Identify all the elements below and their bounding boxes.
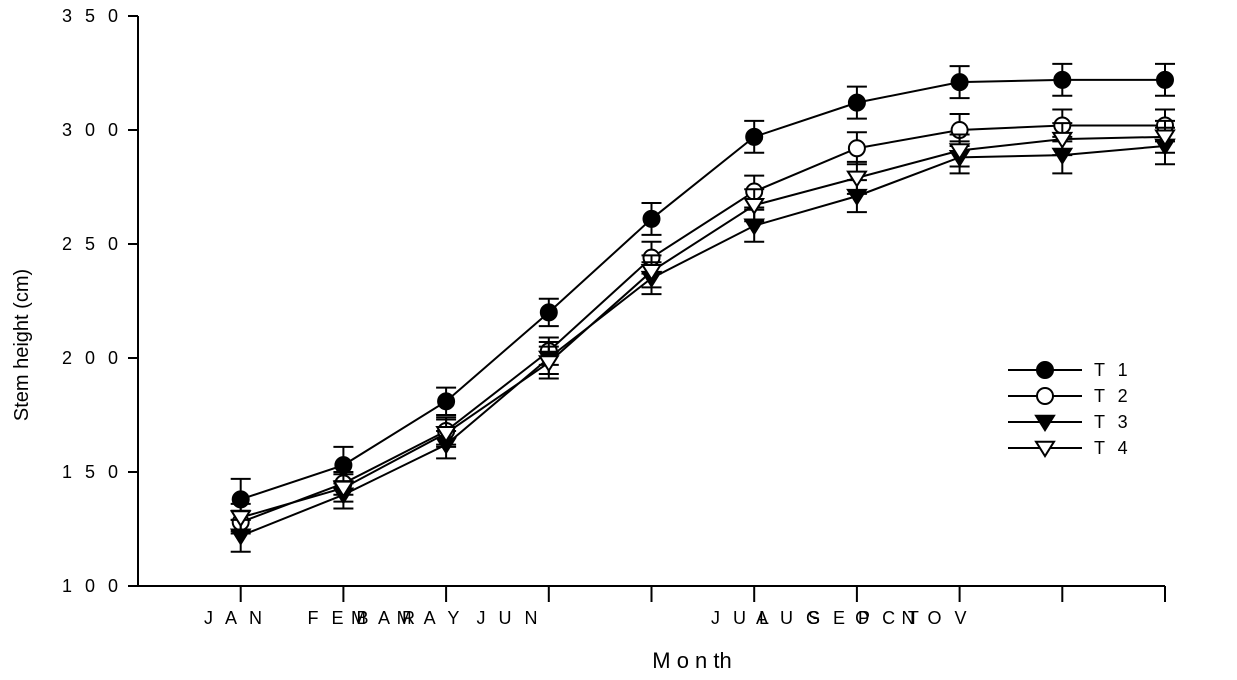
legend-marker xyxy=(1036,387,1054,405)
data-point xyxy=(642,209,661,228)
x-tick-label: J U N xyxy=(477,608,542,628)
y-ticks: 1 0 0 1 5 0 2 0 0 2 5 0 3 0 0 3 5 0 xyxy=(62,6,138,596)
series-line xyxy=(240,124,1165,524)
data-point xyxy=(332,480,355,498)
y-tick-label: 1 0 0 xyxy=(62,576,122,596)
x-tick-label: J U L xyxy=(711,608,773,628)
series-1 xyxy=(230,62,1175,521)
data-point xyxy=(745,127,764,146)
data-point xyxy=(847,93,866,112)
legend-label: T 1 xyxy=(1094,360,1132,380)
x-tick-label: S E P xyxy=(808,608,874,628)
data-point xyxy=(1053,70,1072,89)
legend-label: T 3 xyxy=(1094,412,1132,432)
legend-entry: T 1 xyxy=(1008,360,1132,380)
data-point xyxy=(229,510,252,528)
legend-entry: T 3 xyxy=(1008,412,1132,432)
data-point xyxy=(539,303,558,322)
legend-entry: T 4 xyxy=(1008,438,1132,458)
x-tick-label: M A R xyxy=(351,608,419,628)
series-line xyxy=(240,135,1166,519)
y-tick-label: 2 0 0 xyxy=(62,348,122,368)
data-point xyxy=(334,456,353,475)
x-tick-label: A U G xyxy=(756,608,824,628)
x-tick-label: N O V xyxy=(901,608,970,628)
series-line xyxy=(240,144,1166,537)
data-point xyxy=(437,392,456,411)
series-2 xyxy=(230,108,1175,535)
data-point xyxy=(847,139,866,158)
x-tick-label: J A N xyxy=(204,608,266,628)
x-ticks: J A N F E BM A RM A Y J U N J U LA U GS E P… xyxy=(204,586,1166,628)
x-tick-label: F E B xyxy=(307,608,372,628)
axes xyxy=(137,16,1165,587)
series-line xyxy=(240,78,1165,501)
data-point xyxy=(950,73,969,92)
legend-label: T 2 xyxy=(1094,386,1132,406)
y-axis-title: Stem height (cm) xyxy=(11,269,33,421)
x-tick-label: O C T xyxy=(855,608,923,628)
data-point xyxy=(435,425,457,444)
y-tick-label: 1 5 0 xyxy=(62,462,122,482)
legend: T 1 T 2 T 3 T 4 xyxy=(1008,360,1132,458)
legend-marker xyxy=(1036,361,1054,379)
data-point xyxy=(743,197,766,216)
x-axis-title: M o n th xyxy=(652,648,731,673)
legend-marker xyxy=(1034,414,1056,432)
series-layer xyxy=(229,62,1176,553)
y-tick-label: 3 0 0 xyxy=(62,120,122,140)
data-point xyxy=(1154,129,1176,147)
data-point xyxy=(846,170,868,188)
data-point xyxy=(537,355,560,373)
data-point xyxy=(1156,70,1174,89)
series-4 xyxy=(229,119,1176,533)
y-tick-label: 3 5 0 xyxy=(62,6,122,26)
data-point xyxy=(640,264,663,282)
data-point xyxy=(1051,131,1074,150)
legend-label: T 4 xyxy=(1094,438,1132,458)
data-point xyxy=(948,143,971,161)
y-tick-label: 2 5 0 xyxy=(62,234,122,254)
series-3 xyxy=(229,126,1176,553)
legend-entry: T 2 xyxy=(1008,386,1132,406)
legend-marker xyxy=(1034,440,1056,458)
x-tick-label: M A Y xyxy=(397,608,464,628)
